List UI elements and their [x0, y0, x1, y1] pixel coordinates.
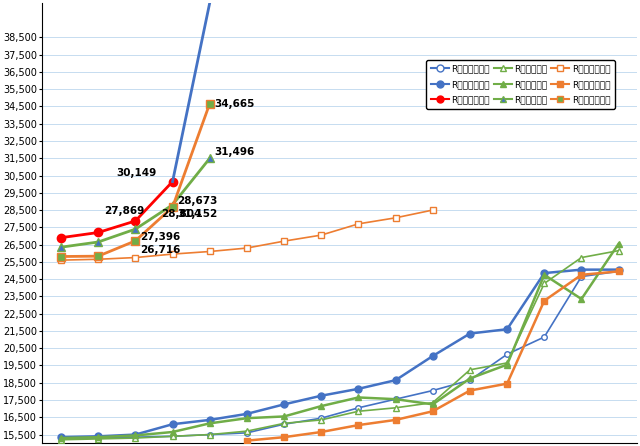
Text: 26,716: 26,716	[140, 245, 180, 255]
Text: 28,804: 28,804	[161, 209, 202, 219]
Text: 27,396: 27,396	[140, 232, 180, 242]
Text: 34,665: 34,665	[214, 99, 255, 109]
Text: 28,673: 28,673	[177, 196, 218, 206]
Text: 27,869: 27,869	[104, 206, 144, 216]
Text: 31,152: 31,152	[177, 209, 217, 219]
Text: 31,496: 31,496	[214, 147, 255, 157]
Text: 30,149: 30,149	[117, 169, 157, 178]
Legend: R４秋田こまち, R５秋田こまち, R６秋田こまち, R４関東コシ, R５関東コシ, R６関東コシ, R４関東銘柄米, R５関東銘柄米, R６関東銘柄米: R４秋田こまち, R５秋田こまち, R６秋田こまち, R４関東コシ, R５関東コ…	[426, 60, 615, 109]
